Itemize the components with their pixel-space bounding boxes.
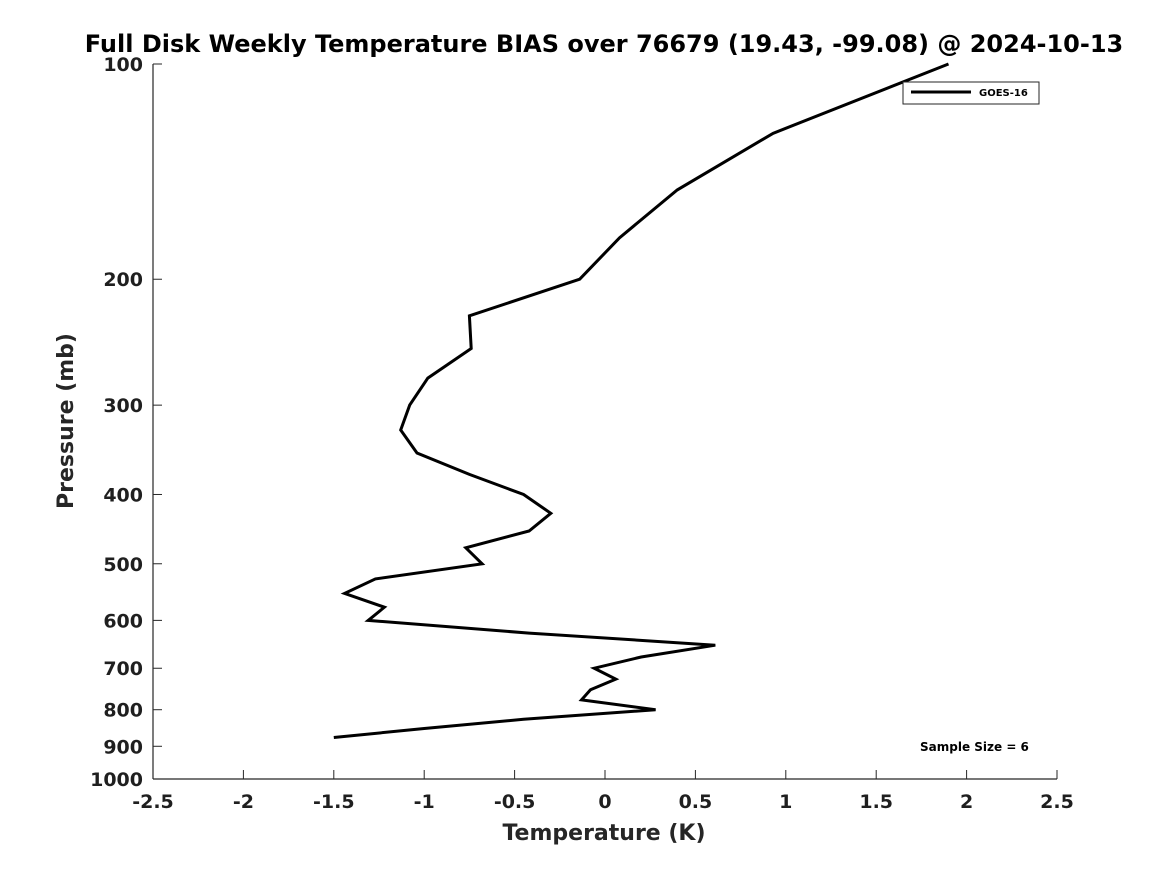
- y-tick-label: 600: [103, 610, 143, 632]
- series-layer: [333, 62, 950, 739]
- x-tick-label: 2: [960, 791, 973, 813]
- x-tick-label: 1: [779, 791, 792, 813]
- y-tick-label: 500: [103, 554, 143, 576]
- y-tick-label: 900: [103, 736, 143, 758]
- x-tick-label: -2.5: [132, 791, 174, 813]
- series-line-goes-16: [333, 62, 950, 739]
- x-axis-label: Temperature (K): [502, 821, 705, 846]
- y-ticks: 100 200 300 400 500 600 700 800 900 1000: [90, 54, 162, 791]
- x-tick-label: -2: [233, 791, 254, 813]
- x-tick-label: -1: [414, 791, 435, 813]
- plot-area: [152, 64, 1057, 780]
- x-tick-label: -0.5: [494, 791, 536, 813]
- x-tick-label: 2.5: [1040, 791, 1074, 813]
- x-tick-label: 1.5: [859, 791, 893, 813]
- x-tick-label: 0: [598, 791, 611, 813]
- sample-size-annotation: Sample Size = 6: [920, 740, 1029, 754]
- x-tick-label: -1.5: [313, 791, 355, 813]
- chart-title: Full Disk Weekly Temperature BIAS over 7…: [85, 30, 1124, 58]
- y-tick-label: 100: [103, 54, 143, 76]
- y-tick-label: 700: [103, 658, 143, 680]
- legend: GOES-16: [902, 81, 1040, 105]
- y-tick-label: 400: [103, 484, 143, 506]
- y-tick-label: 800: [103, 700, 143, 722]
- x-ticks: -2.5 -2 -1.5 -1 -0.5 0 0.5 1 1.5 2 2.5: [132, 770, 1074, 813]
- y-tick-label: 300: [103, 395, 143, 417]
- legend-label-goes-16: GOES-16: [979, 88, 1028, 99]
- y-tick-label: 1000: [90, 769, 143, 791]
- y-tick-label: 200: [103, 269, 143, 291]
- y-axis-label: Pressure (mb): [54, 333, 79, 509]
- x-tick-label: 0.5: [679, 791, 713, 813]
